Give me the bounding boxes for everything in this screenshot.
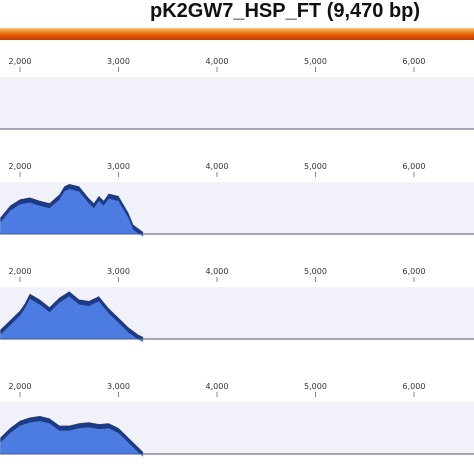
tick-label: 6,000 — [403, 57, 426, 66]
coverage-area — [0, 421, 144, 457]
sequence-bar — [0, 28, 474, 40]
tick-label: 6,000 — [403, 267, 426, 276]
track-panel-1: 2,000 3,000 4,000 5,000 6,000 — [0, 57, 474, 130]
tick-label: 3,000 — [107, 162, 130, 171]
tick-label: 4,000 — [206, 57, 229, 66]
figure-title: pK2GW7_HSP_FT (9,470 bp) — [150, 0, 421, 22]
tick-label: 5,000 — [304, 267, 327, 276]
tick-label: 4,000 — [206, 382, 229, 391]
tick-label: 3,000 — [107, 57, 130, 66]
tick-label: 5,000 — [304, 57, 327, 66]
tick-label: 4,000 — [206, 162, 229, 171]
tick-label: 2,000 — [9, 267, 32, 276]
tick-label: 4,000 — [206, 267, 229, 276]
tick-label: 2,000 — [9, 162, 32, 171]
track-band — [0, 77, 474, 129]
tick-label: 5,000 — [304, 162, 327, 171]
tick-label: 2,000 — [9, 57, 32, 66]
tick-label: 2,000 — [9, 382, 32, 391]
tick-label: 5,000 — [304, 382, 327, 391]
track-panel-4: 2,000 3,000 4,000 5,000 6,000 — [0, 382, 474, 457]
tick-label: 3,000 — [107, 382, 130, 391]
track-panel-2: 2,000 3,000 4,000 5,000 6,000 — [0, 162, 474, 237]
tick-label: 3,000 — [107, 267, 130, 276]
tick-label: 6,000 — [403, 162, 426, 171]
tick-label: 6,000 — [403, 382, 426, 391]
coverage-area — [0, 189, 144, 237]
track-panel-3: 2,000 3,000 4,000 5,000 6,000 — [0, 267, 474, 342]
coverage-area — [0, 296, 144, 342]
